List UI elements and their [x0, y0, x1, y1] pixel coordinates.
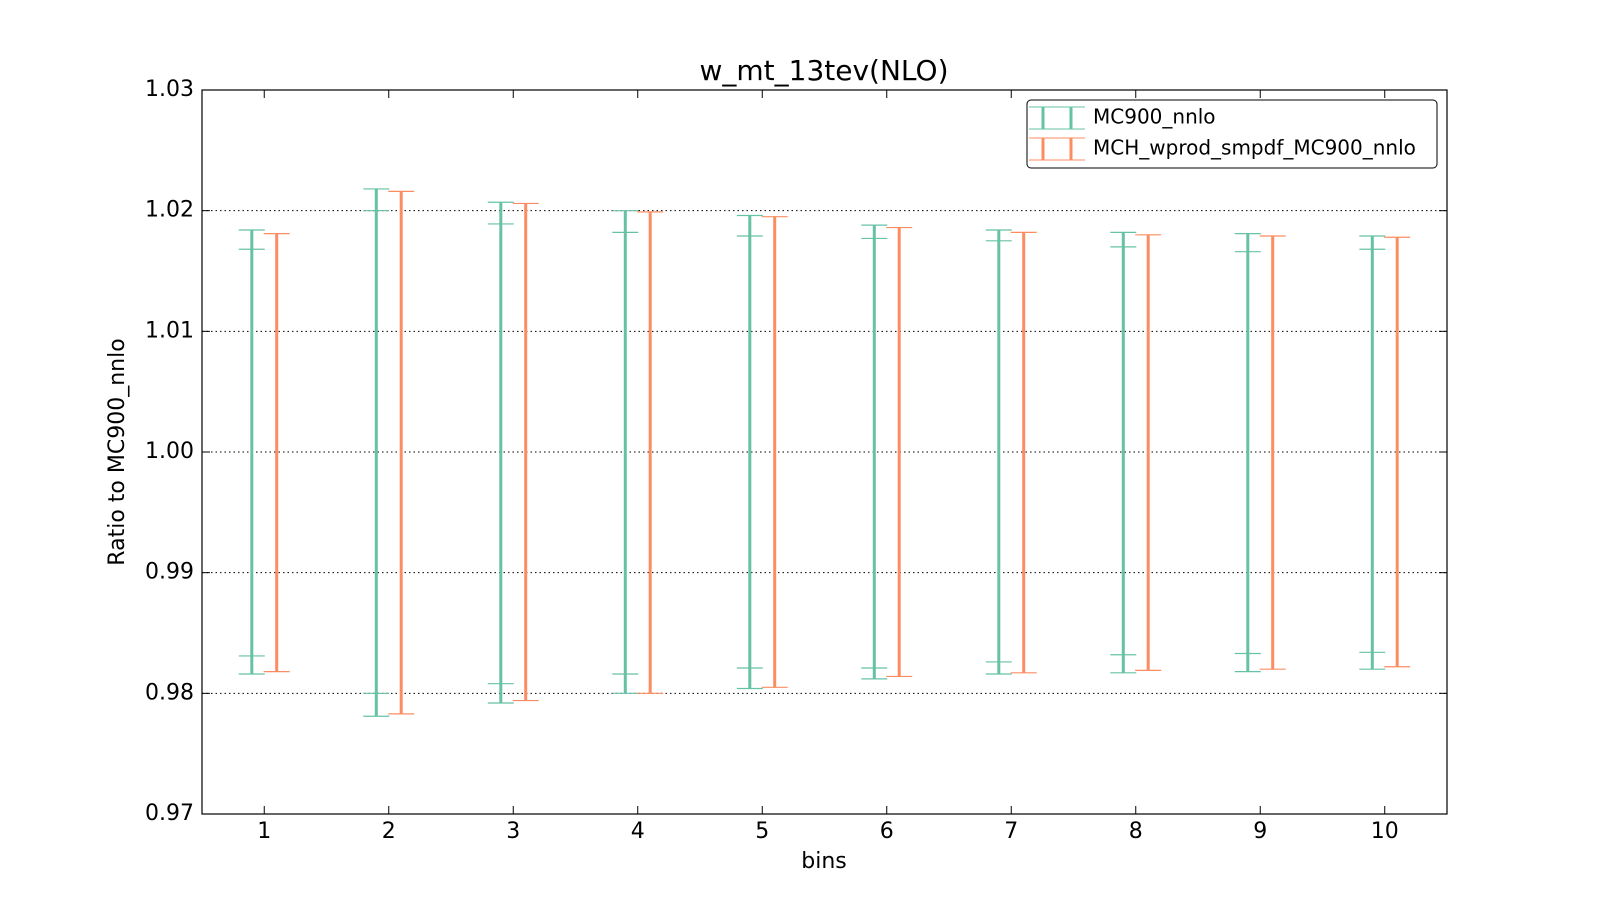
x-tick-label: 6 — [880, 819, 894, 844]
y-tick-label: 0.99 — [145, 560, 194, 585]
x-tick-label: 4 — [631, 819, 645, 844]
y-tick-label: 0.98 — [145, 680, 194, 705]
y-tick-label: 1.02 — [145, 198, 194, 223]
legend-label: MC900_nnlo — [1093, 105, 1216, 129]
x-axis-label: bins — [801, 849, 846, 874]
y-tick-label: 1.03 — [145, 77, 194, 102]
y-axis-label: Ratio to MC900_nnlo — [105, 338, 130, 565]
y-tick-label: 1.01 — [145, 318, 194, 343]
x-tick-label: 7 — [1004, 819, 1018, 844]
y-tick-label: 0.97 — [145, 801, 194, 826]
legend-box — [1026, 99, 1438, 169]
x-tick-label: 10 — [1371, 819, 1399, 844]
x-tick-label: 5 — [755, 819, 769, 844]
x-tick-label: 1 — [257, 819, 271, 844]
x-tick-label: 9 — [1253, 819, 1267, 844]
x-tick-label: 2 — [382, 819, 396, 844]
x-tick-label: 3 — [506, 819, 520, 844]
chart-title: w_mt_13tev(NLO) — [700, 54, 949, 87]
legend-label: MCH_wprod_smpdf_MC900_nnlo — [1093, 136, 1416, 160]
plot-frame — [201, 89, 1448, 815]
x-tick-label: 8 — [1129, 819, 1143, 844]
y-tick-label: 1.00 — [145, 439, 194, 464]
